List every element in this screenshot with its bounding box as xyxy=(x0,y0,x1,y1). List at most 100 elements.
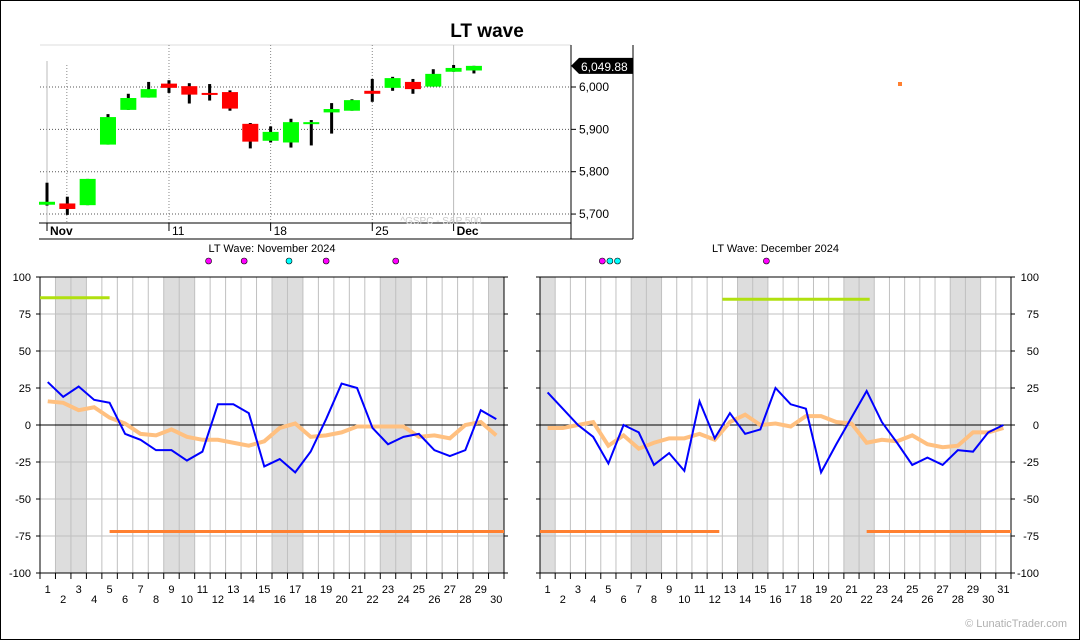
day-label: 21 xyxy=(845,584,857,596)
day-label: 13 xyxy=(227,584,239,596)
day-label: 17 xyxy=(289,584,301,596)
candle-up xyxy=(99,117,116,145)
magenta-event-marker xyxy=(240,257,248,265)
day-label: 27 xyxy=(444,584,456,596)
day-label: 13 xyxy=(724,584,736,596)
candle-down xyxy=(221,92,238,109)
orange-marker xyxy=(898,82,902,86)
value-tick-label: 25 xyxy=(19,383,31,395)
candle-down xyxy=(181,86,198,95)
day-label: 5 xyxy=(107,584,113,596)
day-label: 14 xyxy=(243,594,255,606)
day-label: 9 xyxy=(168,584,174,596)
day-label: 3 xyxy=(76,584,82,596)
candle-up xyxy=(39,201,55,205)
day-label: 7 xyxy=(137,584,143,596)
candle-up xyxy=(79,178,96,206)
candle-down xyxy=(59,203,76,209)
day-label: 4 xyxy=(91,594,97,606)
magenta-event-marker xyxy=(322,257,330,265)
price-candlestick-chart: 6,000 5,900 5,800 5,700 Nov 11 18 25 Dec^GSPC - … xyxy=(39,44,634,240)
day-label: 31 xyxy=(997,584,1009,596)
day-label: 22 xyxy=(861,594,873,606)
day-label: 20 xyxy=(830,594,842,606)
day-label: 5 xyxy=(605,584,611,596)
value-tick-label: 0 xyxy=(1033,420,1039,432)
day-label: 11 xyxy=(197,584,208,596)
value-tick-label: 50 xyxy=(1027,346,1039,358)
day-label: 3 xyxy=(575,584,581,596)
magenta-event-marker xyxy=(598,257,606,265)
day-label: 16 xyxy=(274,594,286,606)
cyan-event-marker xyxy=(285,257,293,265)
day-label: 24 xyxy=(891,594,903,606)
value-tick-label: -50 xyxy=(15,494,31,506)
candle-down xyxy=(404,81,421,90)
day-label: 27 xyxy=(937,584,949,596)
copyright-text: © LunaticTrader.com xyxy=(965,618,1067,630)
candle-down xyxy=(160,83,177,88)
value-tick-label: -50 xyxy=(1023,494,1039,506)
day-label: 30 xyxy=(982,594,994,606)
candle-down xyxy=(242,123,259,142)
day-label: 18 xyxy=(305,594,317,606)
candle-up xyxy=(282,122,299,143)
day-label: 23 xyxy=(876,584,888,596)
wave-line xyxy=(546,386,1004,476)
price-tick-label: 5,700 xyxy=(579,207,609,221)
day-label: 15 xyxy=(754,584,766,596)
watermark-text: ^GSPC - S&P 500 xyxy=(400,216,482,227)
day-label: 30 xyxy=(490,594,502,606)
day-label: 16 xyxy=(769,594,781,606)
value-tick-label: -75 xyxy=(15,531,31,543)
smoothed-wave-line xyxy=(547,412,1004,451)
magenta-event-marker xyxy=(392,257,400,265)
value-tick-label: 75 xyxy=(1027,309,1039,321)
value-tick-label: 75 xyxy=(19,309,31,321)
last-price-badge xyxy=(571,57,633,74)
day-label: 8 xyxy=(651,594,657,606)
day-label: 22 xyxy=(366,594,378,606)
candle-up xyxy=(323,109,340,113)
day-label: 17 xyxy=(785,584,797,596)
date-label: 11 xyxy=(172,224,185,238)
day-label: 29 xyxy=(967,584,979,596)
magenta-event-marker xyxy=(763,257,770,265)
cyan-event-marker xyxy=(614,257,621,265)
candle-up xyxy=(465,65,482,71)
candle-up xyxy=(425,73,442,87)
date-label: 18 xyxy=(274,224,288,238)
wave-line xyxy=(47,381,497,474)
day-label: 6 xyxy=(621,594,627,606)
day-label: 21 xyxy=(351,584,363,596)
day-label: 10 xyxy=(181,594,193,606)
day-label: 12 xyxy=(709,594,721,606)
cyan-event-marker xyxy=(606,257,614,265)
value-tick-label: -25 xyxy=(15,457,31,469)
value-tick-label: -25 xyxy=(1023,457,1039,469)
day-label: 1 xyxy=(45,584,51,596)
day-label: 19 xyxy=(320,584,332,596)
day-label: 9 xyxy=(666,584,672,596)
magenta-event-marker xyxy=(205,257,212,265)
last-price-label: 6,049.88 xyxy=(581,60,628,74)
wave-chart-title: LT Wave: December 2024 xyxy=(712,243,839,255)
price-tick-label: 5,900 xyxy=(579,122,609,136)
candle-up xyxy=(343,100,360,111)
price-tick-label: 5,800 xyxy=(579,165,609,179)
day-label: 25 xyxy=(906,584,918,596)
day-label: 10 xyxy=(678,594,690,606)
candle-down xyxy=(201,92,218,95)
page-title: LT wave xyxy=(450,21,524,42)
day-label: 19 xyxy=(815,584,827,596)
value-tick-label: -75 xyxy=(1023,531,1039,543)
date-label: Nov xyxy=(50,224,73,238)
day-label: 26 xyxy=(921,594,933,606)
day-label: 28 xyxy=(459,594,471,606)
day-label: 15 xyxy=(258,584,270,596)
day-label: 18 xyxy=(800,594,812,606)
november-wave-chart: LT Wave: November 20241007550250-25-50-7… xyxy=(9,243,508,606)
candle-up xyxy=(262,131,279,141)
day-label: 23 xyxy=(382,584,394,596)
